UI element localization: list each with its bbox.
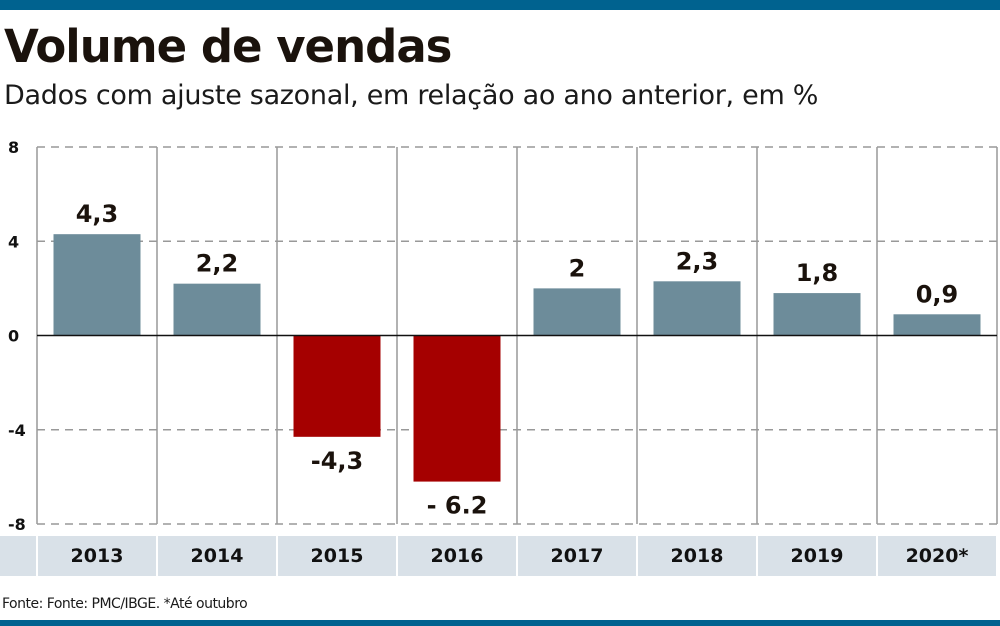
- data-label: 2: [569, 254, 586, 282]
- x-tick-label: 2014: [191, 545, 244, 567]
- y-tick-label: -4: [8, 421, 26, 440]
- year-band-cell: [878, 536, 996, 576]
- bar: [773, 293, 861, 336]
- year-band-cell: [518, 536, 636, 576]
- bar: [413, 335, 501, 482]
- x-tick-label: 2015: [311, 545, 364, 567]
- year-band-cell: [398, 536, 516, 576]
- chart-subtitle: Dados com ajuste sazonal, em relação ao …: [4, 80, 819, 111]
- bar: [173, 283, 261, 336]
- bar: [653, 281, 741, 336]
- y-tick-label: 4: [8, 232, 19, 251]
- bar: [533, 288, 621, 336]
- year-band-cell: [758, 536, 876, 576]
- data-label: 2,3: [676, 247, 719, 275]
- y-tick-label: -8: [8, 515, 26, 534]
- x-tick-label: 2013: [71, 545, 124, 567]
- bar: [53, 234, 141, 336]
- data-label: 1,8: [796, 259, 839, 287]
- chart-title: Volume de vendas: [4, 20, 452, 73]
- x-tick-label: 2019: [791, 545, 844, 567]
- x-tick-label: 2016: [431, 545, 484, 567]
- y-tick-label: 8: [8, 138, 19, 157]
- x-tick-label: 2020*: [906, 545, 969, 567]
- x-tick-label: 2017: [551, 545, 604, 567]
- bar: [893, 314, 981, 336]
- y-tick-label: 0: [8, 327, 19, 346]
- bottom-brand-bar: [0, 620, 1000, 626]
- data-label: -4,3: [311, 447, 363, 475]
- year-band-cell: [158, 536, 276, 576]
- x-tick-label: 2018: [671, 545, 724, 567]
- data-label: 4,3: [76, 200, 119, 228]
- data-label: 0,9: [916, 280, 959, 308]
- bar: [293, 335, 381, 437]
- year-band-cell: [0, 536, 36, 576]
- top-brand-bar: [0, 0, 1000, 10]
- data-label: - 6.2: [427, 492, 488, 520]
- source-note: Fonte: Fonte: PMC/IBGE. *Até outubro: [2, 596, 248, 612]
- year-band-cell: [638, 536, 756, 576]
- year-band-cell: [38, 536, 156, 576]
- data-label: 2,2: [196, 250, 239, 278]
- year-band-cell: [278, 536, 396, 576]
